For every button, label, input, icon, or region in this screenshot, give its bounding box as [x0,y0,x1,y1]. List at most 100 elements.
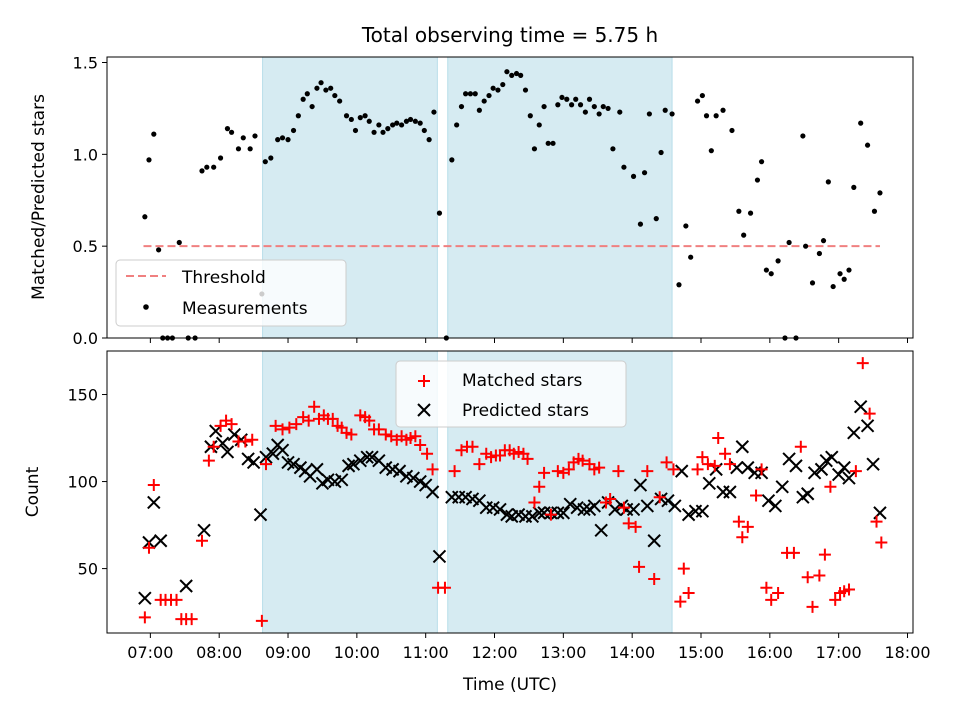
y-tick-label: 50 [78,560,98,579]
measurement-point [564,96,570,102]
matched-stars-point [239,435,252,448]
matched-stars-point [674,595,687,608]
predicted-stars-point [789,459,803,473]
predicted-stars-point [525,509,540,524]
measurement-point [600,103,606,110]
measurement-point [555,102,561,108]
matched-stars-point [723,458,736,471]
matched-stars-point [593,461,606,474]
count-panel: 50 100 150 07:00 08:00 09:00 10:00 11:00 12:00 1… [23,350,931,695]
measurement-point [458,103,465,110]
measurement-point [228,129,235,135]
matched-stars-point [794,440,807,453]
count-y-axis-label: Count [23,466,43,517]
measurement-point [630,173,637,179]
measurement-point [669,111,675,117]
measurement-point [476,107,482,113]
matched-stars-point [849,465,862,478]
legend-predicted-swatch [417,403,431,417]
x-tick-label: 13:00 [540,643,586,662]
legend-matched-swatch [418,375,430,387]
predicted-stars-point [556,506,571,520]
measurement-point [871,208,878,214]
matched-stars-point [824,480,837,493]
measurement-point [431,109,437,115]
matched-stars-point [544,508,557,521]
measurement-point [545,140,551,146]
matched-stars-point [701,458,714,471]
measurement-point [646,111,652,117]
matched-stars-point [641,465,654,478]
matched-stars-point [147,479,160,492]
ratio-x-ticks [149,338,908,343]
legend-matched-label: Matched stars [462,371,582,391]
matched-stars-point [667,463,680,476]
measurement-point [518,72,524,78]
measurement-point [490,85,496,91]
legend-measurements-label: Measurements [182,299,308,319]
y-tick-label: 0.0 [73,329,98,348]
predicted-stars-point [147,495,161,510]
shaded-span [447,56,673,339]
measurement-point [290,127,297,134]
ratio-y-axis-label: Matched/Predicted stars [29,94,49,300]
predicted-stars-point [310,462,324,477]
measurement-point [385,126,391,132]
predicted-stars-point [353,453,368,468]
measurement-point [676,282,682,288]
matched-stars-point [622,517,635,530]
measurement-point [300,96,306,102]
measurement-point [569,102,575,108]
y-tick-label: 150 [67,386,98,405]
measurement-point [747,210,754,216]
measurement-point [252,133,258,139]
measurement-point [741,232,747,238]
matched-stars-point [677,562,690,575]
measurement-point [837,271,843,277]
predicted-stars-point [153,534,168,548]
measurement-point [407,116,414,123]
measurement-point [421,127,427,134]
measurement-point [758,159,765,165]
measurement-point [467,91,474,97]
matched-stars-point [142,541,155,554]
measurement-point [314,85,320,91]
predicted-stars-point [286,457,301,471]
matched-stars-point [787,546,800,559]
predicted-stars-point [335,473,349,487]
count-legend-box [395,360,627,428]
measurement-point [142,214,148,220]
measurement-point [449,157,455,163]
measurement-point [472,91,478,97]
measurement-point [617,109,623,115]
measurement-point [754,177,761,183]
predicted-stars-point [681,507,696,522]
predicted-stars-point [365,450,379,464]
matched-stars-point [660,456,673,469]
predicted-stars-point [179,579,193,593]
measurement-point [610,146,616,152]
matched-stars-point [363,414,376,427]
predicted-stars-point [675,464,689,478]
matched-stars-point [633,560,646,573]
matched-stars-point [765,593,778,606]
matched-stars-point [755,463,768,476]
predicted-stars-point [594,523,608,538]
measurement-point [559,94,565,101]
measurement-point [495,87,501,93]
matched-stars-point [801,571,814,584]
measurement-point [337,98,343,104]
measurement-point [151,131,157,137]
measurement-point [841,276,847,282]
predicted-stars-point [432,549,447,564]
x-tick-label: 07:00 [127,643,173,662]
measurement-point [720,107,726,113]
count-axes-frame [106,350,914,634]
predicted-stars-point [860,419,875,433]
matched-stars-point [528,496,541,509]
predicted-stars-point [842,471,856,485]
measurement-point [504,69,510,75]
measurement-point [550,140,556,146]
matched-stars-point [290,418,303,431]
measurement-point [637,221,644,227]
